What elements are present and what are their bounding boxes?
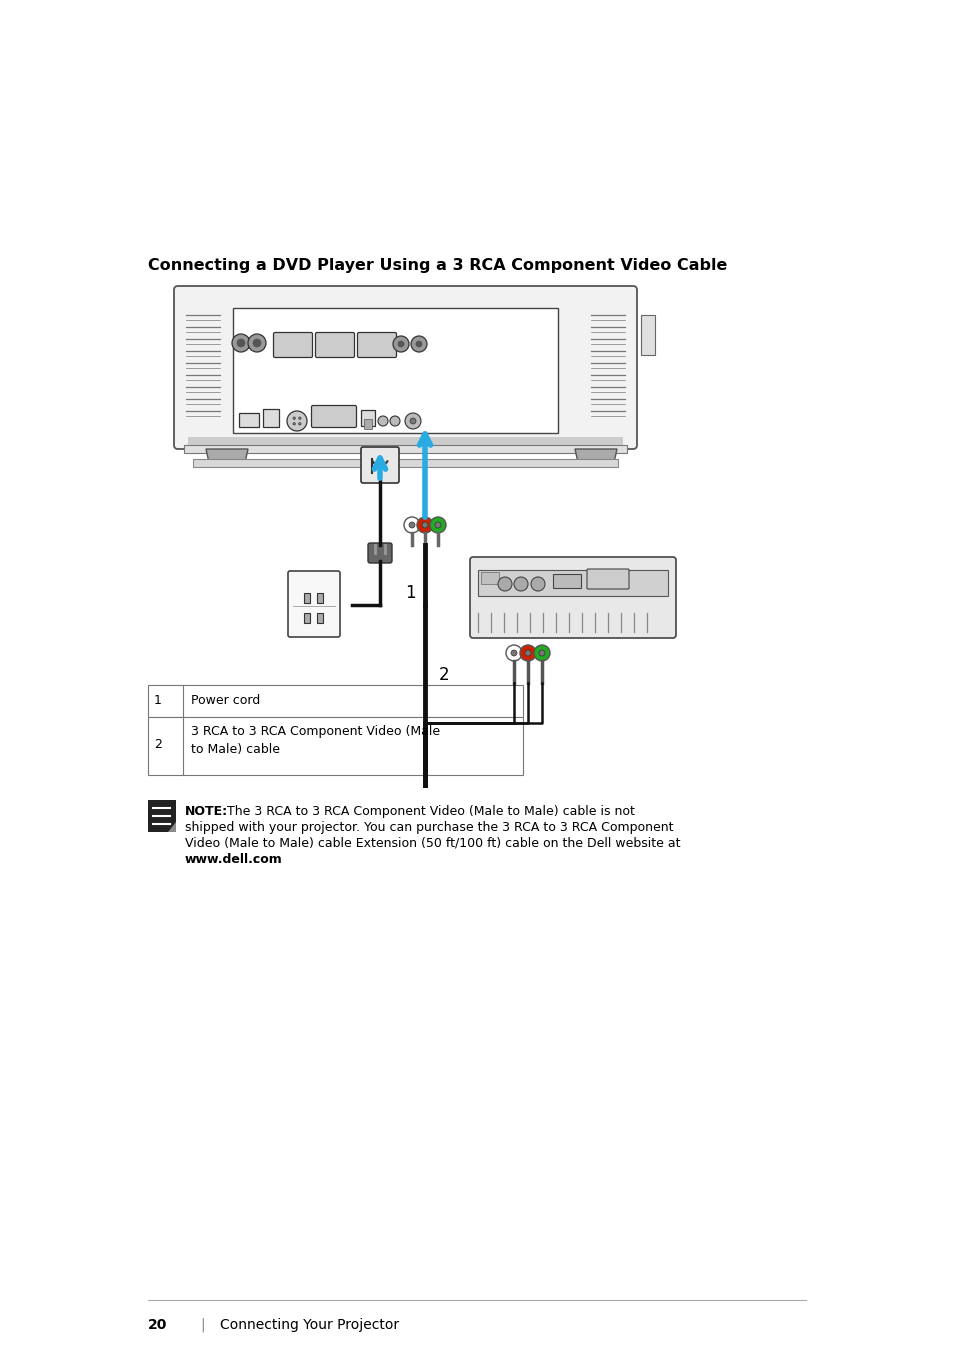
Text: 2: 2: [438, 666, 449, 684]
Circle shape: [377, 416, 388, 426]
Bar: [364, 419, 372, 430]
Text: 2: 2: [153, 738, 162, 751]
Circle shape: [293, 423, 295, 426]
Text: Power cord: Power cord: [191, 693, 260, 707]
Circle shape: [524, 650, 531, 657]
Circle shape: [236, 339, 245, 347]
Circle shape: [403, 517, 419, 534]
FancyBboxPatch shape: [274, 332, 313, 358]
Circle shape: [416, 517, 433, 534]
Bar: [480, 571, 498, 584]
Bar: [316, 593, 323, 603]
Circle shape: [397, 340, 403, 347]
Text: 1: 1: [405, 584, 416, 603]
Text: Connecting a DVD Player Using a 3 RCA Component Video Cable: Connecting a DVD Player Using a 3 RCA Co…: [148, 258, 726, 273]
Bar: [148, 717, 522, 775]
Circle shape: [409, 521, 415, 528]
Circle shape: [505, 644, 521, 661]
Bar: [263, 409, 278, 427]
Text: |: |: [200, 1319, 204, 1332]
FancyBboxPatch shape: [360, 447, 398, 484]
Bar: [553, 574, 580, 588]
Text: shipped with your projector. You can purchase the 3 RCA to 3 RCA Component: shipped with your projector. You can pur…: [185, 821, 673, 834]
Text: Connecting Your Projector: Connecting Your Projector: [220, 1319, 398, 1332]
Circle shape: [514, 577, 527, 590]
Circle shape: [534, 644, 550, 661]
FancyBboxPatch shape: [368, 543, 392, 563]
Bar: [193, 459, 618, 467]
FancyBboxPatch shape: [586, 569, 628, 589]
Text: Video (Male to Male) cable Extension (50 ft/100 ft) cable on the Dell website at: Video (Male to Male) cable Extension (50…: [185, 838, 679, 850]
Text: .: .: [253, 852, 256, 866]
Circle shape: [298, 417, 301, 419]
Bar: [148, 685, 522, 717]
FancyBboxPatch shape: [470, 557, 676, 638]
Circle shape: [531, 577, 544, 590]
Circle shape: [287, 411, 307, 431]
FancyBboxPatch shape: [312, 405, 356, 427]
Bar: [477, 570, 667, 596]
Circle shape: [390, 416, 399, 426]
FancyBboxPatch shape: [315, 332, 355, 358]
Circle shape: [416, 340, 421, 347]
Bar: [188, 436, 622, 447]
Circle shape: [538, 650, 544, 657]
Text: www.dell.com: www.dell.com: [185, 852, 282, 866]
Text: 3 RCA to 3 RCA Component Video (Male
to Male) cable: 3 RCA to 3 RCA Component Video (Male to …: [191, 724, 439, 755]
Bar: [640, 315, 655, 355]
Circle shape: [511, 650, 517, 657]
Circle shape: [248, 334, 266, 353]
Circle shape: [411, 336, 427, 353]
Circle shape: [393, 336, 409, 353]
Circle shape: [421, 521, 428, 528]
Circle shape: [519, 644, 536, 661]
Circle shape: [298, 423, 301, 426]
Bar: [184, 444, 626, 453]
Circle shape: [430, 517, 446, 534]
Circle shape: [232, 334, 250, 353]
Bar: [148, 800, 175, 832]
FancyBboxPatch shape: [173, 286, 637, 449]
Polygon shape: [206, 449, 248, 467]
Polygon shape: [168, 821, 175, 832]
Bar: [360, 409, 375, 426]
Circle shape: [405, 413, 420, 430]
Bar: [233, 308, 558, 434]
Text: 1: 1: [153, 693, 162, 707]
Bar: [304, 613, 310, 623]
Circle shape: [435, 521, 440, 528]
Circle shape: [497, 577, 512, 590]
Circle shape: [410, 417, 416, 424]
Text: NOTE:: NOTE:: [185, 805, 228, 817]
FancyBboxPatch shape: [288, 571, 339, 638]
Bar: [316, 613, 323, 623]
Text: 20: 20: [148, 1319, 167, 1332]
Text: The 3 RCA to 3 RCA Component Video (Male to Male) cable is not: The 3 RCA to 3 RCA Component Video (Male…: [223, 805, 634, 817]
Circle shape: [293, 417, 295, 419]
Bar: [239, 413, 258, 427]
Polygon shape: [575, 449, 617, 467]
FancyBboxPatch shape: [357, 332, 396, 358]
Circle shape: [253, 339, 261, 347]
Bar: [304, 593, 310, 603]
